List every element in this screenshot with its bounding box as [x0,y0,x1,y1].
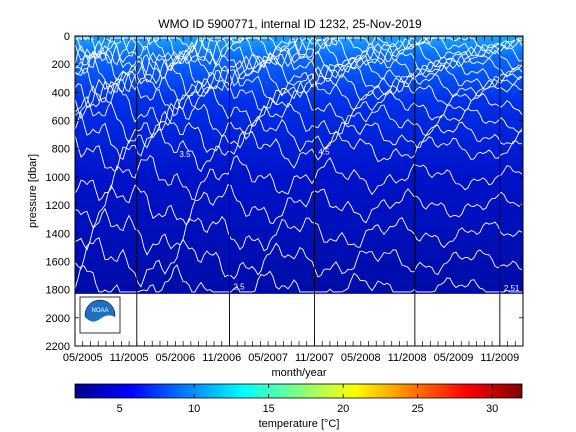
y-tick-label: 600 [52,116,70,128]
contour-line [75,51,523,95]
colorbar-tick-label: 5 [117,403,123,415]
heatmap-field [75,36,523,294]
y-tick-label: 800 [52,144,70,156]
y-tick-label: 1000 [46,172,70,184]
logo-text: NOAA [91,308,108,314]
y-tick-label: 2200 [46,341,70,353]
x-tick-label: 11/2009 [480,352,519,364]
contour-line [75,124,522,173]
x-tick-label: 05/2005 [63,352,103,364]
colorbar-tick-label: 25 [412,403,424,415]
contour-line [75,70,523,120]
y-tick-label: 1200 [46,200,70,212]
x-tick-label: 05/2007 [248,352,288,364]
x-tick-label: 05/2008 [341,352,381,364]
contour-line [75,83,523,130]
contour-line [75,54,523,103]
vertical-markers [136,36,501,346]
y-tick-label: 1400 [46,228,70,240]
contour-label: 3.5 [179,150,191,159]
colorbar [74,383,523,399]
colorbar-label: temperature [°C] [259,418,340,430]
y-axis: 0 200 400 600 800 1000 1200 1400 1600 1800 2000 220… [46,31,523,353]
contour-line [75,37,523,75]
colorbar-tick-label: 30 [486,403,498,415]
y-tick-label: 200 [52,59,70,71]
noaa-logo: NOAA [79,296,121,334]
contour-line [75,37,523,68]
x-tick-label: 11/2006 [202,352,241,364]
x-tick-label: 11/2007 [295,352,334,364]
contour-line [75,237,523,288]
contour-label: 10.2 [79,33,95,42]
colorbar-tick-label: 20 [337,403,349,415]
contour-label: 4.5 [318,147,330,156]
x-axis-label: month/year [271,367,326,379]
y-tick-label: 0 [64,31,70,43]
plot-area: 4.5 3.5 2.5 2.51 10.2 [75,33,523,346]
contour-line [75,184,523,229]
x-tick-label: 11/2008 [388,352,427,364]
colorbar-tick-label: 10 [188,403,200,415]
contour-line [75,95,523,145]
colorbar-tick-label: 15 [263,403,275,415]
y-tick-label: 1800 [46,285,70,297]
colorbar-ticks: 5 10 15 20 25 30 [117,384,498,415]
contour-line [75,110,523,160]
x-tick-label: 05/2006 [156,352,196,364]
contour-lines [75,37,523,293]
contour-label: 2.5 [233,283,245,292]
x-axis: 05/2005 11/2005 05/2006 11/2006 05/2007 11/20… [63,36,524,364]
contour-labels: 4.5 3.5 2.5 2.51 10.2 [79,33,520,293]
x-tick-label: 11/2005 [110,352,149,364]
y-tick-label: 1600 [46,256,70,268]
contour-line [75,37,522,85]
contour-line [75,207,523,256]
y-tick-label: 2000 [46,313,70,325]
y-axis-label: pressure [dbar] [27,154,39,228]
contour-label: 2.51 [504,284,520,293]
x-tick-label: 05/2009 [434,352,474,364]
contour-line [75,60,522,110]
contour-line [75,154,523,202]
y-tick-label: 400 [52,87,70,99]
chart-title: WMO ID 5900771, internal ID 1232, 25-Nov… [158,17,422,31]
contour-line [75,264,522,293]
